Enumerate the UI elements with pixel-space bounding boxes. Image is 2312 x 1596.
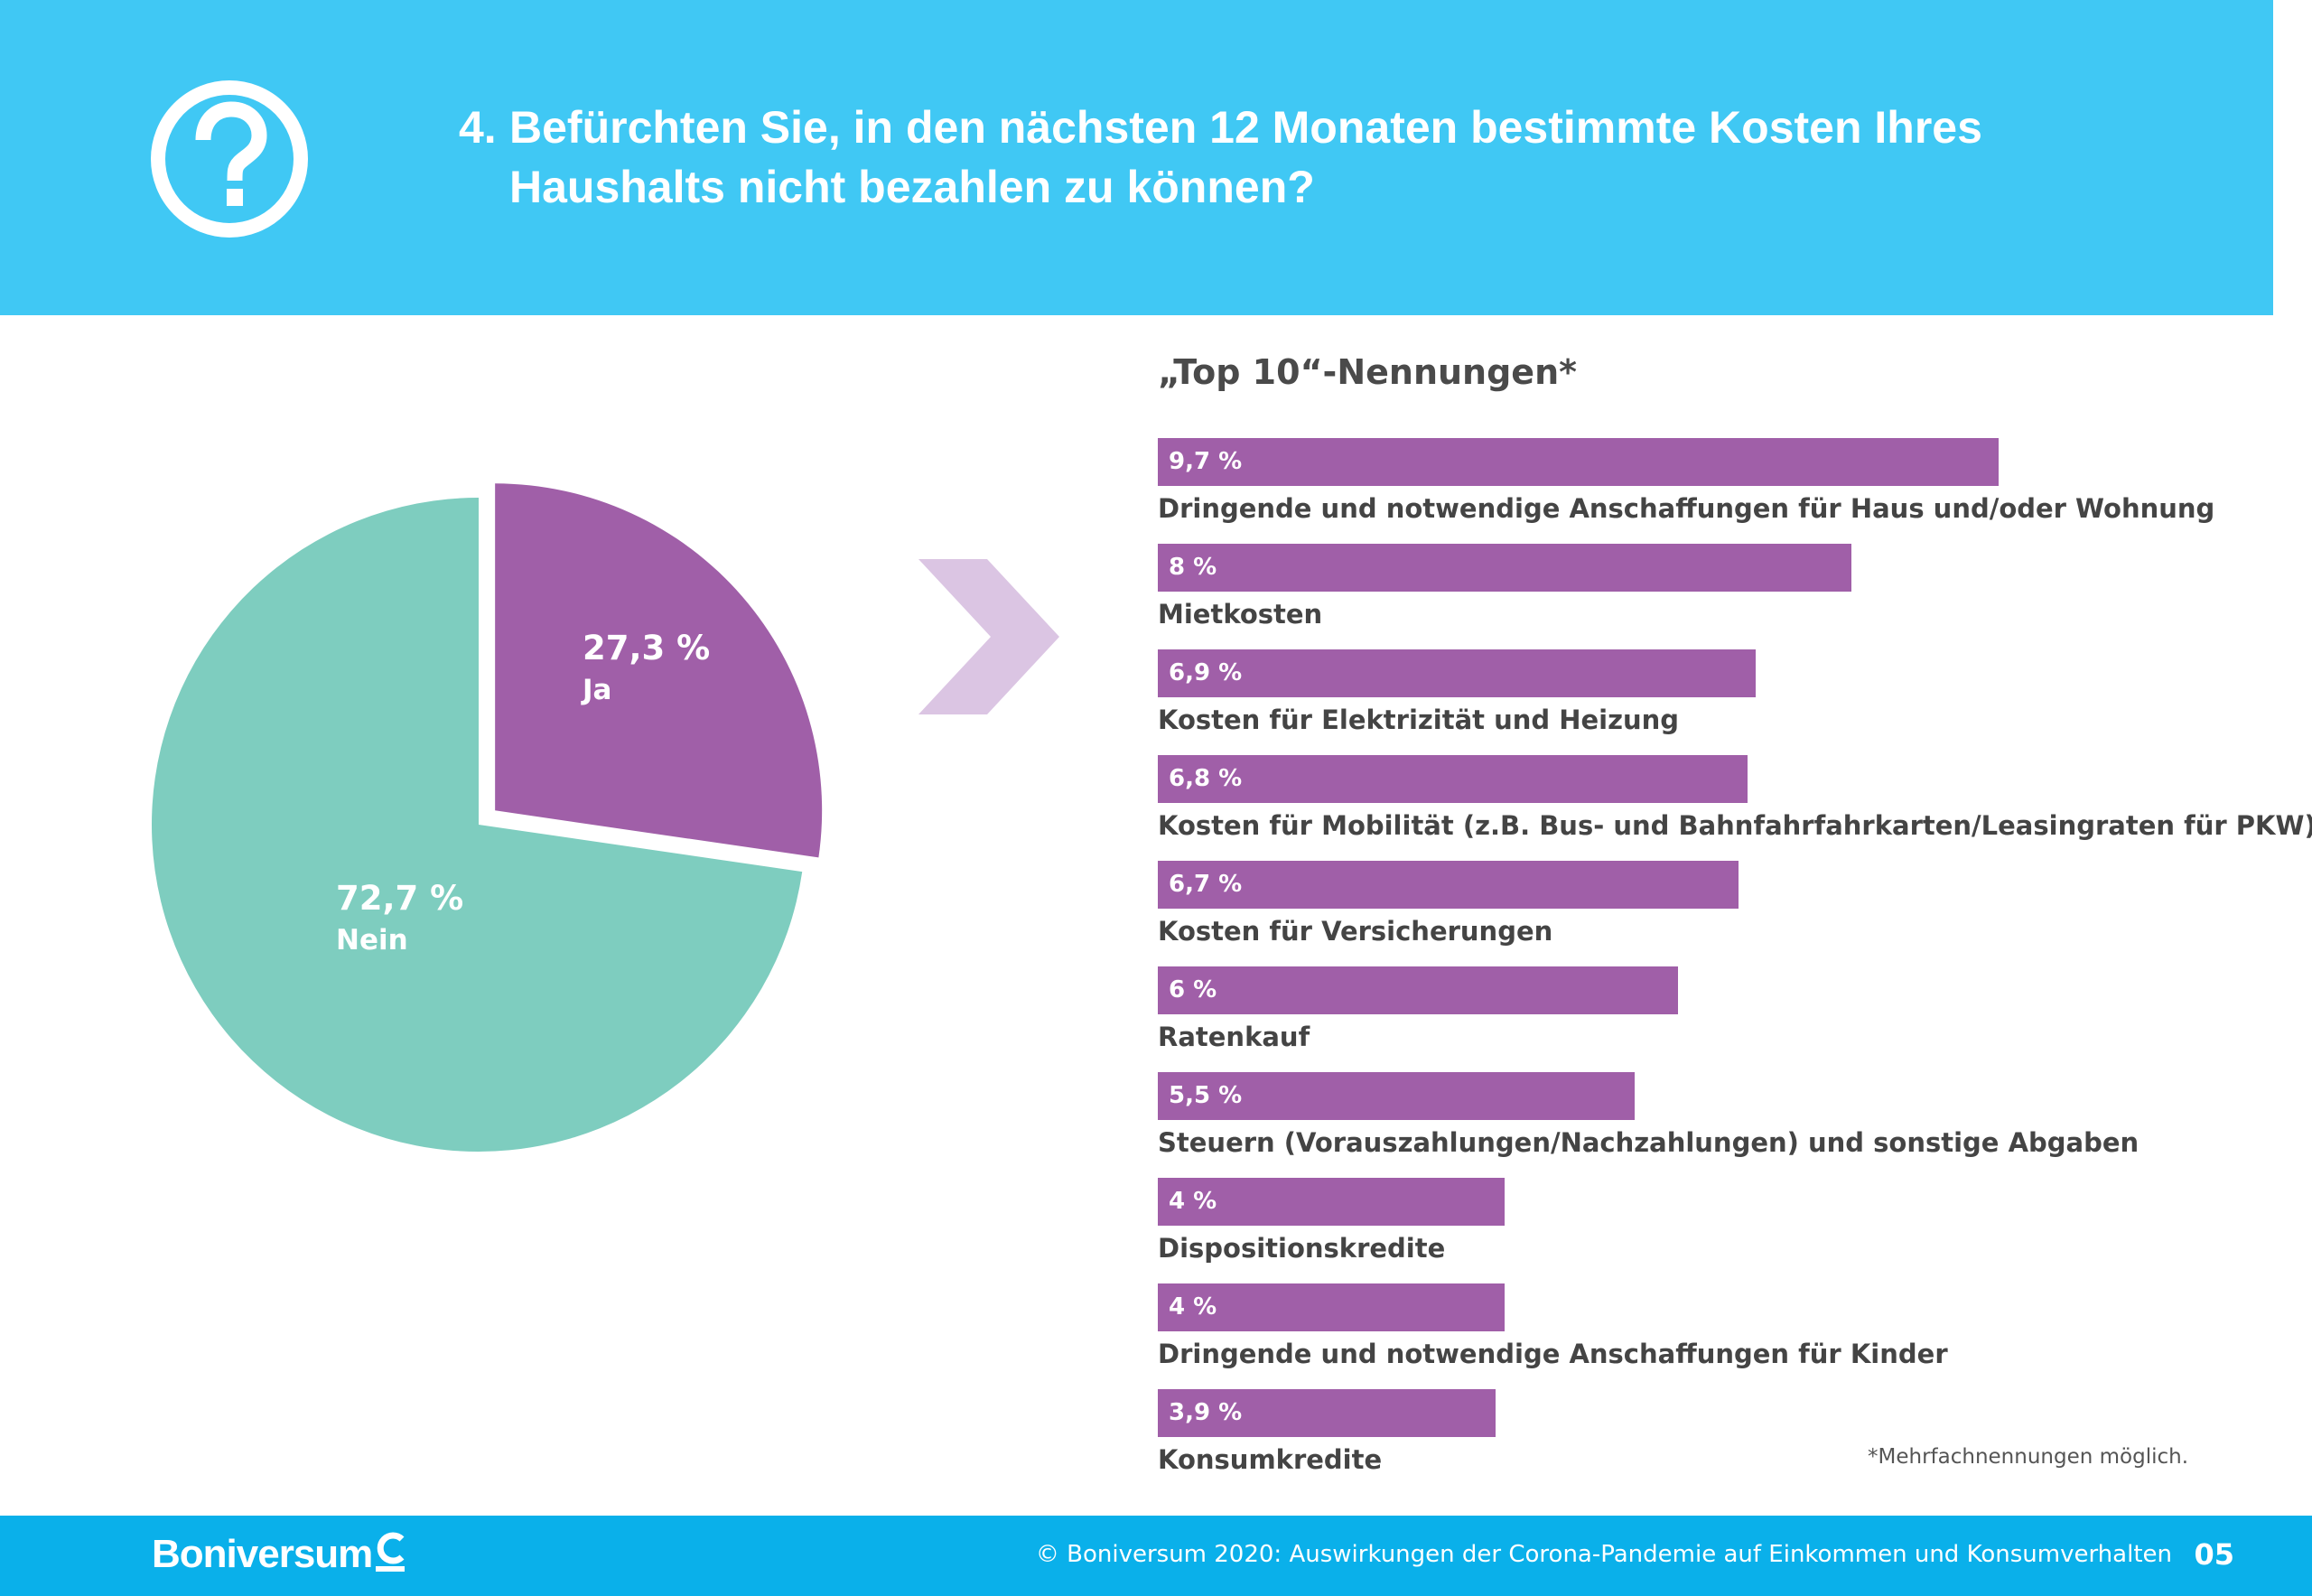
bar: 5,5 % [1158,1072,1635,1120]
bar-category-label: Steuern (Vorauszahlungen/Nachzahlungen) … [1158,1127,2140,1158]
brand-logo-text: Boniversum [152,1532,373,1576]
question-line-1: Befürchten Sie, in den nächsten 12 Monat… [509,102,1982,153]
bar: 6 % [1158,966,1678,1014]
bar-item: 4 % Dispositionskredite [1158,1178,1505,1264]
bar-item: 9,7 % Dringende und notwendige Anschaffun… [1158,438,2214,524]
pie-category-ja: Ja [583,674,612,706]
bar: 6,7 % [1158,861,1739,909]
bar-item: 8 % Mietkosten [1158,544,1851,630]
bar: 6,9 % [1158,649,1756,697]
bar-chart-title: „Top 10“-Nennungen* [1158,352,1577,392]
bar-item: 5,5 % Steuern (Vorauszahlungen/Nachzahlun… [1158,1072,2139,1158]
bar-item: 4 % Dringende und notwendige Anschaffunge… [1158,1283,1948,1369]
footer: Boniversum © Boniversum 2020: Auswirkung… [0,1516,2312,1596]
question-circle-icon [151,80,308,238]
bar: 8 % [1158,544,1851,592]
pie-slice-nein [152,498,803,1152]
pie-label-ja: 27,3 % Ja [583,627,710,710]
bar-item: 3,9 % Konsumkredite [1158,1389,1496,1475]
pie-value-nein: 72,7 % [336,879,464,918]
brand-logo-icon [376,1532,405,1572]
bar-category-label: Dringende und notwendige Anschaffungen f… [1158,1339,1948,1369]
bar: 4 % [1158,1178,1505,1226]
bar-category-label: Kosten für Versicherungen [1158,916,1553,947]
pie-slice-ja [495,483,823,858]
chevron-right-icon [918,559,1059,714]
bar-item: 6,7 % Kosten für Versicherungen [1158,861,1739,947]
bar-category-label: Ratenkauf [1158,1022,1310,1052]
copyright-text: © Boniversum 2020: Auswirkungen der Coro… [1035,1541,2172,1568]
bar-item: 6,8 % Kosten für Mobilität (z.B. Bus- und… [1158,755,2312,841]
bar-category-label: Kosten für Mobilität (z.B. Bus- und Bahn… [1158,810,2312,841]
question-line-2: Haushalts nicht bezahlen zu können? [509,162,1315,212]
bar: 6,8 % [1158,755,1748,803]
page-number: 05 [2194,1537,2234,1572]
bar-category-label: Kosten für Elektrizität und Heizung [1158,705,1680,735]
footnote: *Mehrfachnennungen möglich. [1868,1445,2189,1469]
bar-category-label: Dispositionskredite [1158,1233,1446,1264]
question-number: 4. [459,102,497,153]
bar-item: 6 % Ratenkauf [1158,966,1678,1052]
pie-chart [152,483,823,1152]
bar: 3,9 % [1158,1389,1496,1437]
bar: 9,7 % [1158,438,1999,486]
bar-category-label: Konsumkredite [1158,1444,1383,1475]
pie-value-ja: 27,3 % [583,629,711,667]
bar-item: 6,9 % Kosten für Elektrizität und Heizung [1158,649,1756,735]
pie-category-nein: Nein [336,924,408,957]
bar: 4 % [1158,1283,1505,1331]
bar-category-label: Mietkosten [1158,599,1323,630]
pie-label-nein: 72,7 % Nein [336,877,463,960]
header-banner: 4. Befürchten Sie, in den nächsten 12 Mon… [0,0,2273,315]
question-title: 4. Befürchten Sie, in den nächsten 12 Mon… [459,98,2175,217]
bar-category-label: Dringende und notwendige Anschaffungen f… [1158,493,2215,524]
